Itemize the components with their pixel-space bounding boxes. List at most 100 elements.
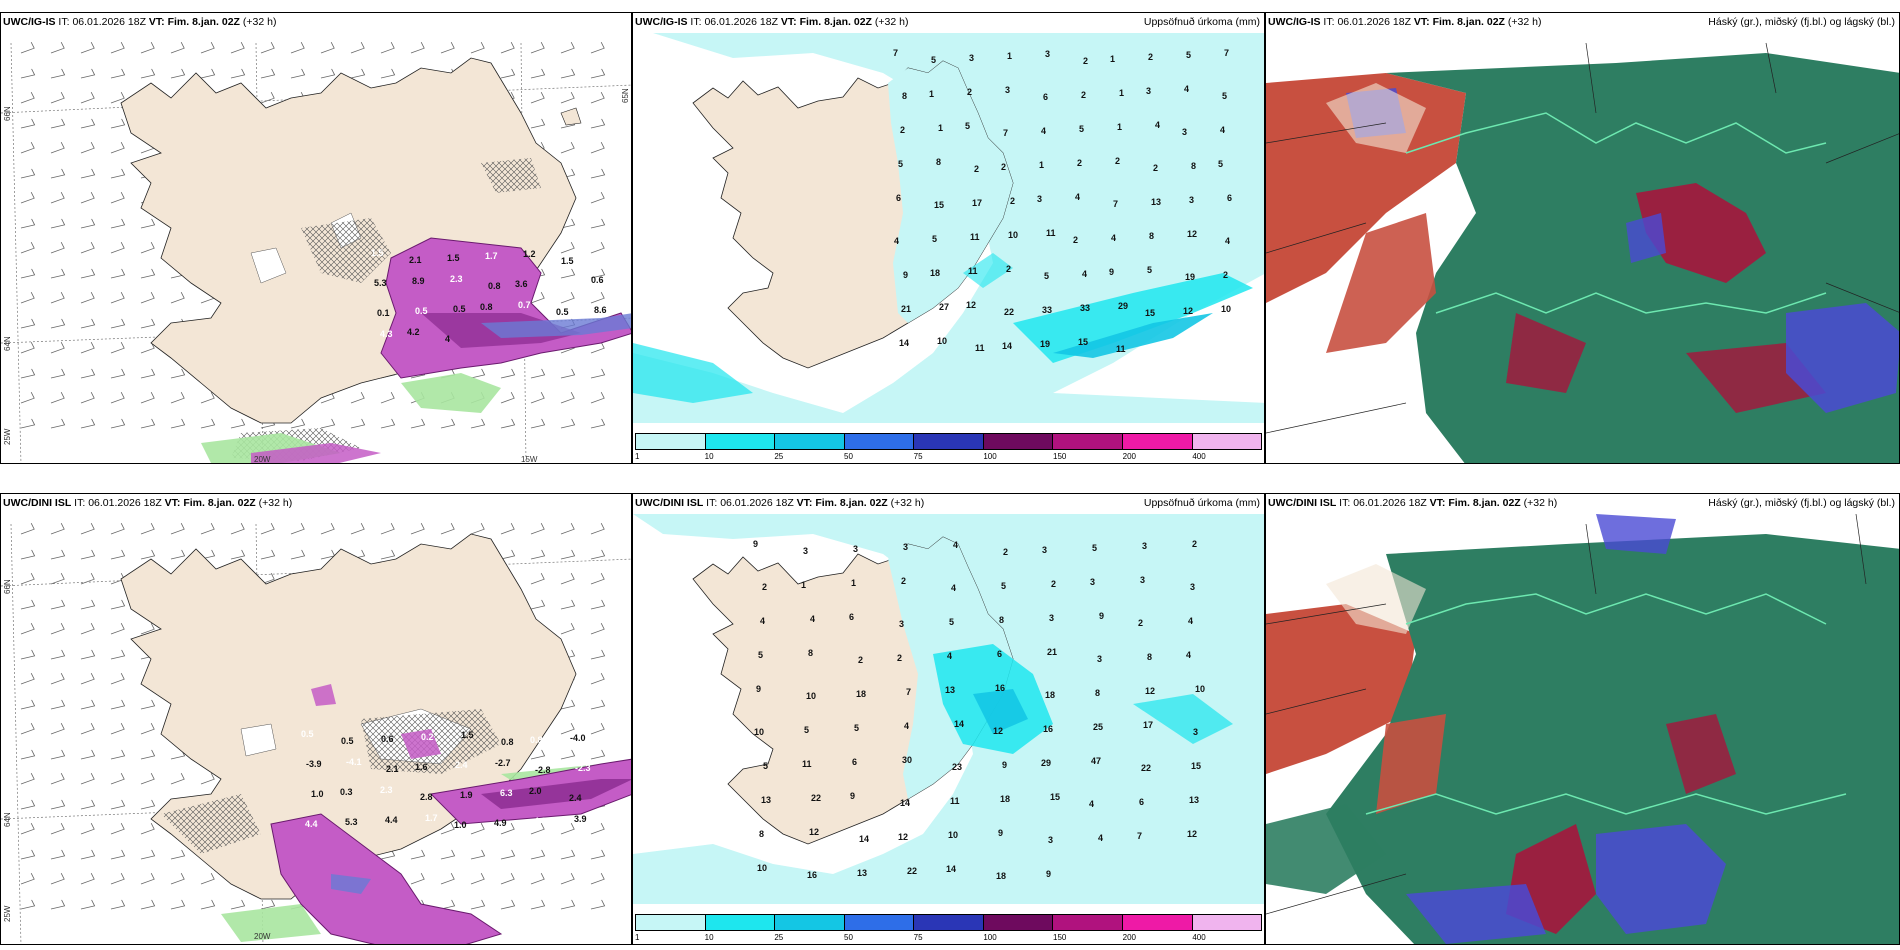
wind-barb: [20, 68, 36, 79]
value-label: 9: [1099, 611, 1105, 621]
wind-barb: [110, 523, 125, 535]
model-name: UWC/DINI ISL: [3, 497, 72, 509]
colorbar-tick-label: 25: [774, 933, 784, 942]
land-visible: [1326, 564, 1426, 634]
wind-barb: [590, 623, 605, 635]
value-label: 4: [1082, 269, 1088, 279]
wind-barb: [110, 342, 125, 354]
wind-barb: [140, 699, 156, 710]
wind-barb: [530, 418, 546, 429]
wind-barb: [290, 549, 306, 560]
value-label: 0.8: [530, 735, 543, 745]
wind-barb: [110, 623, 125, 635]
value-label: 1.7: [485, 251, 498, 261]
it-label: IT:: [1339, 497, 1351, 509]
value-label: 23: [952, 762, 963, 772]
wind-barb: [140, 42, 155, 54]
wind-barb: [590, 92, 605, 104]
colorbar-tick-label: 75: [913, 933, 923, 942]
wind-barb: [140, 418, 156, 429]
value-label: 5.3: [374, 278, 387, 288]
value-label: 8: [902, 91, 908, 101]
wind-barb: [350, 68, 366, 79]
value-label: 2: [1192, 539, 1198, 549]
wind-barb: [80, 318, 96, 329]
precip-medium: [1013, 273, 1253, 363]
wind-barb: [20, 623, 35, 635]
value-label: 1: [929, 89, 935, 99]
value-label: 9: [1109, 267, 1115, 277]
wind-barb: [530, 573, 545, 585]
value-label: 4: [1075, 192, 1081, 202]
value-label: 18: [930, 268, 941, 278]
wind-barb: [560, 42, 575, 54]
wind-barb: [530, 599, 546, 610]
wind-barb: [590, 723, 605, 735]
value-label: 0.1: [377, 308, 390, 318]
value-label: 5: [763, 761, 769, 771]
wind-barb: [590, 42, 605, 54]
value-label: 27: [939, 302, 950, 312]
value-label: 1: [1110, 54, 1116, 64]
wind-barb: [500, 549, 516, 560]
value-label: 2.4: [569, 793, 582, 803]
wind-barb: [50, 823, 65, 835]
value-label: 4: [1098, 833, 1104, 843]
wind-barb: [590, 268, 606, 279]
value-label: 2.1: [409, 255, 422, 265]
wind-barb: [50, 142, 65, 154]
it-label: IT:: [74, 497, 86, 509]
wind-barb: [80, 242, 95, 254]
wind-barb: [380, 549, 396, 560]
value-label: 3: [969, 53, 975, 63]
wind-barb: [20, 849, 36, 860]
value-label: 4.3: [380, 329, 393, 339]
wind-barb: [590, 573, 605, 585]
wind-barb: [80, 68, 96, 79]
value-label: 5: [898, 159, 904, 169]
value-label: 1: [1007, 51, 1013, 61]
land-visible: [1326, 83, 1426, 153]
panel-igis-wind: UWC/IG-IS IT: 06.01.2026 18Z VT: Fim. 8.…: [0, 12, 632, 464]
colorbar-tick-label: 1: [635, 933, 640, 942]
wind-barb: [500, 42, 515, 54]
wind-barb: [50, 418, 66, 429]
value-label: 10: [937, 336, 948, 346]
value-label: 3: [1190, 582, 1196, 592]
wind-barb: [590, 168, 606, 179]
wind-barb: [110, 699, 126, 710]
value-label: 2: [974, 164, 980, 174]
wind-barb: [560, 699, 576, 710]
value-label: 5: [949, 617, 955, 627]
value-label: 4: [1089, 799, 1095, 809]
value-label: 2: [1051, 579, 1057, 589]
value-label: 13: [857, 868, 868, 878]
value-label: 5: [1147, 265, 1153, 275]
wind-barb: [50, 368, 66, 379]
value-label: 0.3: [340, 787, 353, 797]
colorbar-segment: [775, 915, 845, 930]
value-label: 2: [1001, 162, 1007, 172]
panel-header: UWC/IG-IS IT: 06.01.2026 18Z VT: Fim. 8.…: [635, 16, 908, 28]
wind-barb: [20, 142, 35, 154]
wind-barb: [20, 673, 35, 685]
precip-heavy: [1053, 313, 1213, 358]
value-label: 4.4: [305, 819, 318, 829]
wind-barb: [590, 292, 605, 304]
it-value: 06.01.2026 18Z: [1337, 16, 1411, 28]
value-label: 10: [1221, 304, 1232, 314]
wind-barb: [560, 418, 576, 429]
precip-medium: [633, 343, 753, 403]
wind-barb: [530, 292, 545, 304]
wind-barb: [410, 418, 426, 429]
lon-label-25w: 25W: [3, 905, 12, 922]
value-label: 12: [809, 827, 820, 837]
wind-barb: [380, 418, 396, 429]
wind-barb: [50, 699, 66, 710]
value-label: 5: [931, 55, 937, 65]
panel-header: UWC/DINI ISL IT: 06.01.2026 18Z VT: Fim.…: [635, 497, 924, 509]
value-label: 11: [1046, 228, 1056, 238]
value-label: 2.4: [455, 760, 468, 770]
wind-barb: [500, 823, 515, 835]
value-label: 3.6: [515, 279, 528, 289]
